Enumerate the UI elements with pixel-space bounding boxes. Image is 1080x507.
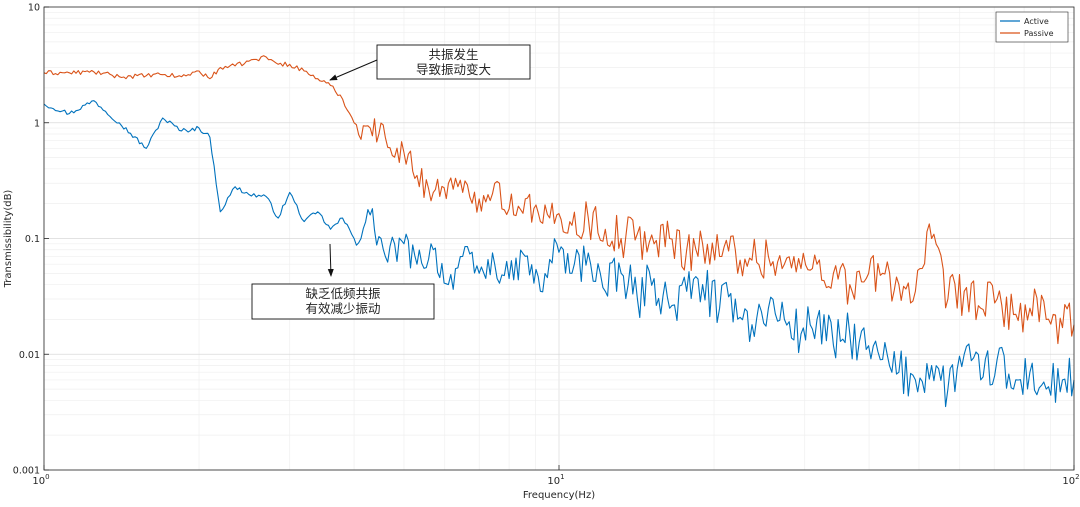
y-tick-label: 0.01 [19, 350, 40, 361]
plot-series [43, 55, 1075, 408]
y-tick-label: 0.1 [25, 234, 40, 245]
annotation-text-line1: 共振发生 [428, 47, 478, 62]
annotation-arrow [329, 59, 378, 81]
series-line-passive [43, 55, 1075, 345]
annotation-box [251, 283, 435, 320]
x-axis-label: Frequency(Hz) [523, 490, 595, 501]
legend-label-active: Active [1024, 17, 1049, 26]
annotation-text-line2: 导致振动变大 [416, 62, 491, 77]
y-tick-label: 1 [34, 118, 40, 129]
y-axis-label: Transmissibility(dB) [3, 190, 14, 289]
annotation-text-line2: 有效减少振动 [305, 301, 380, 316]
grid [43, 7, 1074, 471]
series-line-active [43, 100, 1075, 408]
y-tick-label: 10 [28, 3, 40, 14]
x-tick-label: 101 [547, 473, 564, 487]
y-tick-label: 0.001 [13, 466, 40, 477]
annotation-text-line1: 缺乏低频共振 [305, 286, 381, 301]
annotation-arrow [327, 243, 334, 277]
annotation-box [376, 44, 531, 80]
axis-ticks: 100 101 102 0.001 0.01 0.1 1 10 [13, 3, 1080, 488]
x-tick-label: 100 [32, 473, 49, 487]
x-tick-label: 102 [1062, 473, 1079, 487]
legend-label-passive: Passive [1024, 29, 1054, 38]
legend: Active Passive [995, 11, 1069, 43]
legend-box [995, 11, 1069, 43]
